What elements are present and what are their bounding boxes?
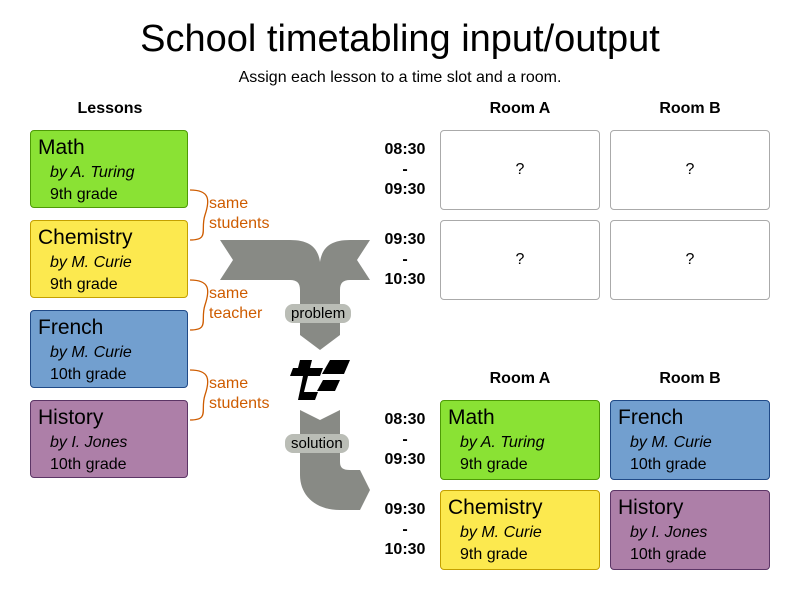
constraint-label-1: same students	[209, 194, 269, 234]
optaplanner-logo-icon	[290, 360, 350, 400]
time-end: 09:30	[384, 181, 426, 198]
constraint-label-3: same students	[209, 374, 269, 414]
time-sep: -	[402, 251, 408, 268]
lesson-teacher: by A. Turing	[460, 434, 545, 451]
lesson-teacher: by M. Curie	[50, 344, 132, 361]
lesson-card-math: Math by A. Turing 9th grade	[30, 130, 188, 208]
timeslot-1: 08:30 - 09:30	[380, 410, 430, 470]
bracket-2	[189, 279, 209, 331]
lesson-teacher: by I. Jones	[630, 524, 708, 541]
timeslot-1: 08:30 - 09:30	[380, 140, 430, 200]
unassigned-slot: ?	[440, 220, 600, 300]
lesson-subject: Math	[448, 406, 495, 429]
lesson-grade: 9th grade	[460, 546, 528, 563]
time-sep: -	[402, 161, 408, 178]
room-a-header: Room A	[489, 100, 551, 117]
time-start: 08:30	[384, 141, 426, 158]
time-start: 09:30	[384, 231, 426, 248]
time-end: 09:30	[384, 451, 426, 468]
time-start: 09:30	[384, 501, 426, 518]
solution-label: solution	[285, 434, 349, 453]
solution-arrow	[300, 410, 370, 510]
lesson-teacher: by I. Jones	[50, 434, 128, 451]
assigned-math: Math by A. Turing 9th grade	[440, 400, 600, 480]
constraint-line: students	[209, 395, 270, 412]
lesson-subject: Math	[38, 136, 85, 159]
lessons-header: Lessons	[77, 100, 143, 117]
lesson-teacher: by M. Curie	[630, 434, 712, 451]
lesson-grade: 9th grade	[50, 186, 118, 203]
lesson-card-history: History by I. Jones 10th grade	[30, 400, 188, 478]
lesson-grade: 10th grade	[50, 456, 127, 473]
lesson-grade: 10th grade	[630, 546, 707, 563]
time-end: 10:30	[384, 271, 426, 288]
time-sep: -	[402, 521, 408, 538]
unassigned-slot: ?	[610, 220, 770, 300]
time-end: 10:30	[384, 541, 426, 558]
unassigned-slot: ?	[440, 130, 600, 210]
timeslot-2: 09:30 - 10:30	[380, 500, 430, 560]
lesson-grade: 10th grade	[50, 366, 127, 383]
lesson-subject: History	[38, 406, 104, 429]
lesson-card-french: French by M. Curie 10th grade	[30, 310, 188, 388]
bracket-3	[189, 369, 209, 421]
bracket-1	[189, 189, 209, 241]
assigned-history: History by I. Jones 10th grade	[610, 490, 770, 570]
lesson-teacher: by A. Turing	[50, 164, 135, 181]
lesson-teacher: by M. Curie	[50, 254, 132, 271]
lesson-grade: 10th grade	[630, 456, 707, 473]
constraint-line: students	[209, 215, 270, 232]
lesson-grade: 9th grade	[50, 276, 118, 293]
constraint-line: same	[209, 285, 249, 302]
lesson-subject: French	[38, 316, 104, 339]
room-b-header: Room B	[659, 370, 721, 387]
lesson-subject: French	[618, 406, 684, 429]
constraint-label-2: same teacher	[209, 284, 262, 324]
room-a-header: Room A	[489, 370, 551, 387]
problem-label: problem	[285, 304, 352, 323]
constraint-line: same	[209, 375, 249, 392]
lesson-grade: 9th grade	[460, 456, 528, 473]
lesson-subject: Chemistry	[38, 226, 133, 249]
time-sep: -	[402, 431, 408, 448]
room-b-header: Room B	[659, 100, 721, 117]
assigned-chemistry: Chemistry by M. Curie 9th grade	[440, 490, 600, 570]
constraint-line: same	[209, 195, 249, 212]
lesson-teacher: by M. Curie	[460, 524, 542, 541]
time-start: 08:30	[384, 411, 426, 428]
lesson-subject: History	[618, 496, 684, 519]
assigned-french: French by M. Curie 10th grade	[610, 400, 770, 480]
constraint-line: teacher	[209, 305, 263, 322]
timeslot-2: 09:30 - 10:30	[380, 230, 430, 290]
page-title: School timetabling input/output	[140, 18, 660, 60]
lesson-subject: Chemistry	[448, 496, 543, 519]
lesson-card-chemistry: Chemistry by M. Curie 9th grade	[30, 220, 188, 298]
unassigned-slot: ?	[610, 130, 770, 210]
subtitle: Assign each lesson to a time slot and a …	[238, 69, 562, 86]
